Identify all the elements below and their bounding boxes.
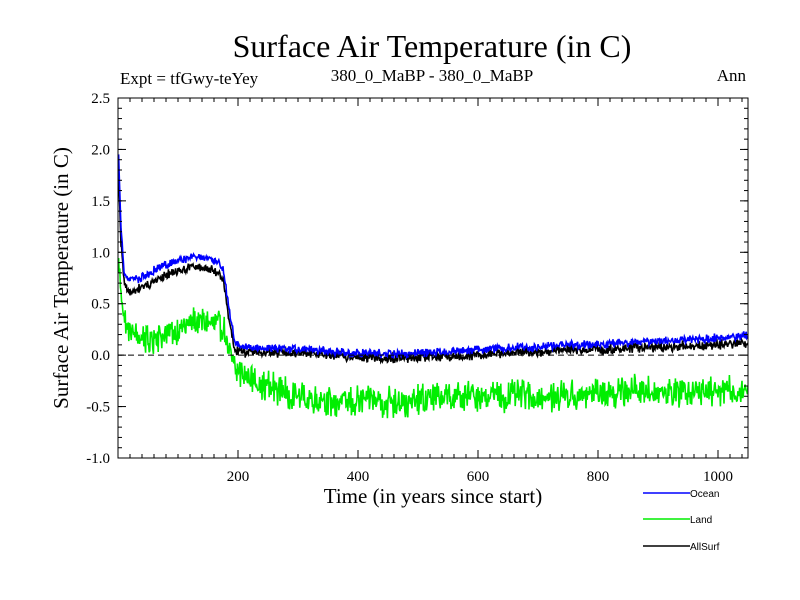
x-tick-label: 200: [227, 469, 250, 485]
experiment-label: Expt = tfGwy-teYey: [120, 69, 259, 88]
y-tick-label: 0.5: [91, 297, 110, 313]
series-line-ocean: [118, 154, 748, 360]
series-line-allsurf: [118, 173, 748, 365]
legend-label-land: Land: [690, 515, 712, 526]
y-axis-label: Surface Air Temperature (in C): [49, 147, 73, 409]
y-tick-label: -1.0: [86, 451, 110, 467]
x-axis-label: Time (in years since start): [324, 484, 543, 508]
axis-ticks: [118, 97, 748, 459]
axis-tick-labels: -1.0 -0.5 0.0 0.5 1.0 1.5 2.0 2.5 200 400 600 800 10…: [86, 91, 733, 485]
y-tick-label: 2.0: [91, 142, 110, 158]
x-tick-label: 400: [347, 469, 370, 485]
plot-frame: [117, 97, 749, 459]
legend-label-allsurf: AllSurf: [690, 542, 720, 553]
y-tick-label: 0.0: [91, 348, 110, 364]
comparison-label: 380_0_MaBP - 380_0_MaBP: [331, 66, 533, 85]
x-tick-label: 800: [587, 469, 610, 485]
x-tick-label: 1000: [703, 469, 733, 485]
y-tick-label: -0.5: [86, 400, 110, 416]
series-line-land: [118, 258, 748, 419]
series-layer: [118, 154, 748, 419]
legend-label-ocean: Ocean: [690, 489, 719, 500]
legend: Ocean Land AllSurf: [643, 489, 720, 553]
x-tick-label: 600: [467, 469, 490, 485]
y-tick-label: 2.5: [91, 91, 110, 107]
season-label: Ann: [717, 66, 747, 85]
y-tick-label: 1.0: [91, 245, 110, 261]
y-tick-label: 1.5: [91, 194, 110, 210]
chart-title: Surface Air Temperature (in C): [233, 28, 632, 64]
